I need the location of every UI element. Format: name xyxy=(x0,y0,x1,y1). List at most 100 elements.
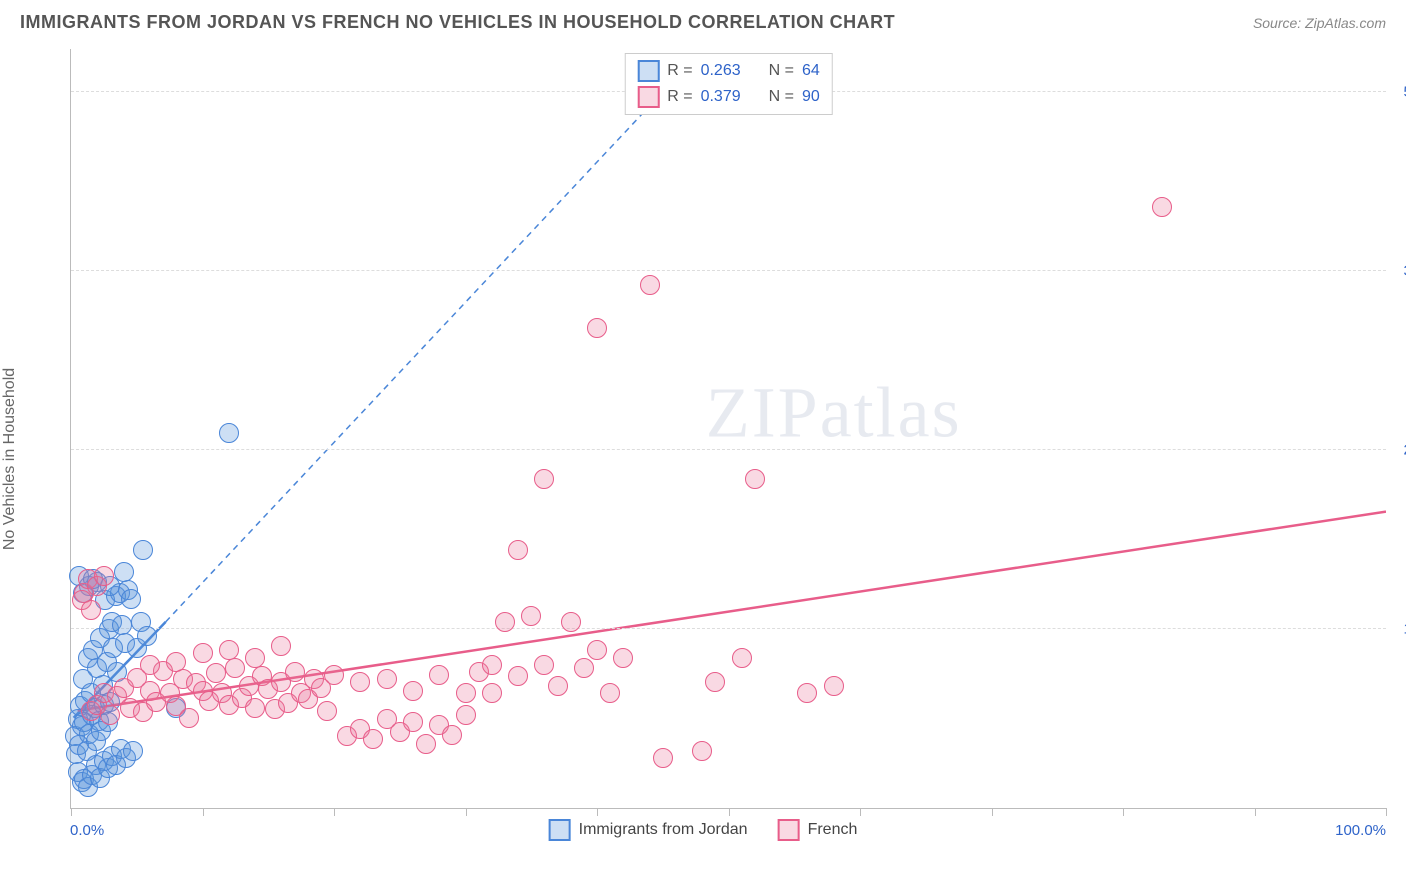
data-point xyxy=(350,672,370,692)
data-point xyxy=(482,683,502,703)
data-point xyxy=(140,655,160,675)
source-attribution: Source: ZipAtlas.com xyxy=(1253,15,1386,31)
source-name: ZipAtlas.com xyxy=(1305,15,1386,31)
legend-item: French xyxy=(778,819,858,841)
series-name: Immigrants from Jordan xyxy=(579,821,748,839)
data-point xyxy=(100,705,120,725)
data-point xyxy=(285,662,305,682)
data-point xyxy=(640,275,660,295)
data-point xyxy=(193,643,213,663)
data-point xyxy=(123,741,143,761)
x-tick xyxy=(334,808,335,816)
x-tick xyxy=(860,808,861,816)
data-point xyxy=(653,748,673,768)
x-tick xyxy=(729,808,730,816)
data-point xyxy=(587,318,607,338)
chart-title: IMMIGRANTS FROM JORDAN VS FRENCH NO VEHI… xyxy=(20,12,895,33)
data-point xyxy=(732,648,752,668)
data-point xyxy=(1152,197,1172,217)
x-tick xyxy=(1386,808,1387,816)
legend-swatch xyxy=(637,86,659,108)
data-point xyxy=(219,423,239,443)
r-value: 0.379 xyxy=(701,88,741,106)
data-point xyxy=(508,540,528,560)
data-point xyxy=(574,658,594,678)
gridline xyxy=(71,270,1386,271)
data-point xyxy=(377,669,397,689)
legend-row: R = 0.263 N = 64 xyxy=(637,58,820,84)
watermark-atlas: atlas xyxy=(820,373,962,453)
plot-area: ZIPatlas R =0.263N =64R =0.379N =90 12.5… xyxy=(70,49,1386,809)
n-label: N = xyxy=(769,62,794,80)
data-point xyxy=(403,712,423,732)
data-point xyxy=(363,729,383,749)
data-point xyxy=(403,681,423,701)
gridline xyxy=(71,449,1386,450)
x-axis-max-label: 100.0% xyxy=(1335,822,1386,839)
legend-row: R =0.379N =90 xyxy=(637,84,820,110)
x-tick xyxy=(1255,808,1256,816)
data-point xyxy=(219,640,239,660)
data-point xyxy=(416,734,436,754)
data-point xyxy=(692,741,712,761)
legend-swatch xyxy=(778,819,800,841)
data-point xyxy=(548,676,568,696)
watermark: ZIPatlas xyxy=(706,372,962,455)
data-point xyxy=(508,666,528,686)
gridline xyxy=(71,628,1386,629)
legend-item: Immigrants from Jordan xyxy=(549,819,748,841)
data-point xyxy=(166,652,186,672)
data-point xyxy=(705,672,725,692)
source-label: Source: xyxy=(1253,15,1305,31)
data-point xyxy=(495,612,515,632)
x-tick xyxy=(203,808,204,816)
x-tick xyxy=(466,808,467,816)
data-point xyxy=(456,683,476,703)
data-point xyxy=(94,566,114,586)
r-label: R = xyxy=(667,62,692,80)
data-point xyxy=(271,636,291,656)
series-name: French xyxy=(808,821,858,839)
watermark-zip: ZIP xyxy=(706,373,820,453)
y-axis-label: No Vehicles in Household xyxy=(1,368,19,550)
data-point xyxy=(797,683,817,703)
data-point xyxy=(456,705,476,725)
data-point xyxy=(482,655,502,675)
data-point xyxy=(521,606,541,626)
data-point xyxy=(824,676,844,696)
data-point xyxy=(121,589,141,609)
x-tick xyxy=(992,808,993,816)
data-point xyxy=(745,469,765,489)
data-point xyxy=(225,658,245,678)
data-point xyxy=(534,655,554,675)
n-value: 64 xyxy=(802,62,820,80)
y-tick-label: 25.0% xyxy=(1391,441,1406,458)
data-point xyxy=(442,725,462,745)
data-point xyxy=(112,615,132,635)
data-point xyxy=(81,600,101,620)
data-point xyxy=(429,665,449,685)
y-tick-label: 12.5% xyxy=(1391,621,1406,638)
r-value: 0.263 xyxy=(701,62,741,80)
data-point xyxy=(245,698,265,718)
r-label: R = xyxy=(667,88,692,106)
data-point xyxy=(561,612,581,632)
series-legend: Immigrants from Jordan French xyxy=(549,819,858,841)
data-point xyxy=(600,683,620,703)
x-tick xyxy=(597,808,598,816)
data-point xyxy=(133,540,153,560)
x-axis-min-label: 0.0% xyxy=(70,822,104,839)
n-value: 90 xyxy=(802,88,820,106)
x-tick xyxy=(1123,808,1124,816)
y-tick-label: 50.0% xyxy=(1391,83,1406,100)
data-point xyxy=(206,663,226,683)
data-point xyxy=(587,640,607,660)
chart-container: No Vehicles in Household ZIPatlas R =0.2… xyxy=(20,49,1386,869)
data-point xyxy=(613,648,633,668)
data-point xyxy=(245,648,265,668)
data-point xyxy=(534,469,554,489)
data-point xyxy=(137,626,157,646)
legend-swatch xyxy=(549,819,571,841)
data-point xyxy=(317,701,337,721)
y-tick-label: 37.5% xyxy=(1391,262,1406,279)
